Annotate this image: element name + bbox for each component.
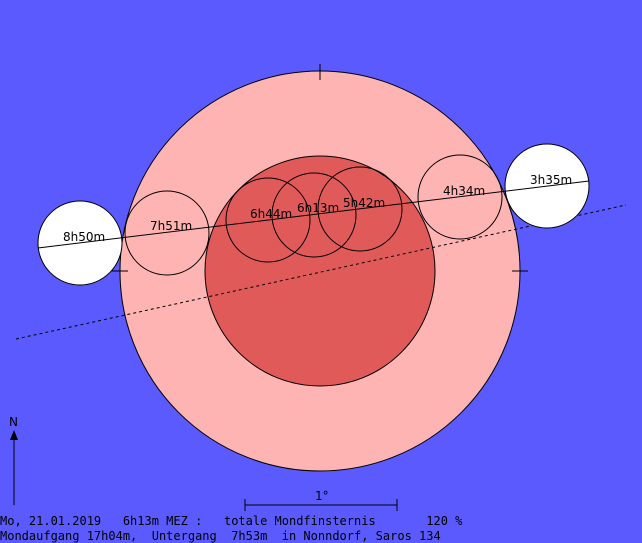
time-label-3: 6h13m: [297, 201, 339, 215]
north-arrow-head: [10, 430, 18, 440]
time-label-1: 7h51m: [150, 219, 192, 233]
moon-disc-4: [317, 166, 403, 252]
moon-path-line: [37, 180, 590, 249]
moon-disc-1: [124, 190, 210, 276]
time-label-6: 3h35m: [530, 173, 572, 187]
scale-label: 1°: [315, 489, 329, 503]
north-arrow: N: [9, 415, 18, 505]
time-label-2: 6h44m: [250, 207, 292, 221]
moon-disc-5: [417, 154, 503, 240]
moon-disc-3: [271, 172, 357, 258]
ecliptic-line: [15, 204, 627, 340]
time-label-4: 5h42m: [343, 196, 385, 210]
info-line-date: Mo, 21.01.2019 6h13m MEZ : totale Mondfi…: [0, 514, 463, 528]
moon-disc-2: [225, 177, 311, 263]
time-label-5: 4h34m: [443, 184, 485, 198]
info-line-location: Mondaufgang 17h04m, Untergang 7h53m in N…: [0, 529, 441, 543]
north-label: N: [9, 415, 18, 429]
umbra-shadow: [204, 155, 436, 387]
time-label-0: 8h50m: [63, 230, 105, 244]
scale-bar: 1°: [244, 489, 398, 511]
